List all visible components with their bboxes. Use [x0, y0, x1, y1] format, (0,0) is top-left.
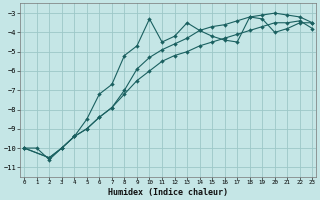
- X-axis label: Humidex (Indice chaleur): Humidex (Indice chaleur): [108, 188, 228, 197]
